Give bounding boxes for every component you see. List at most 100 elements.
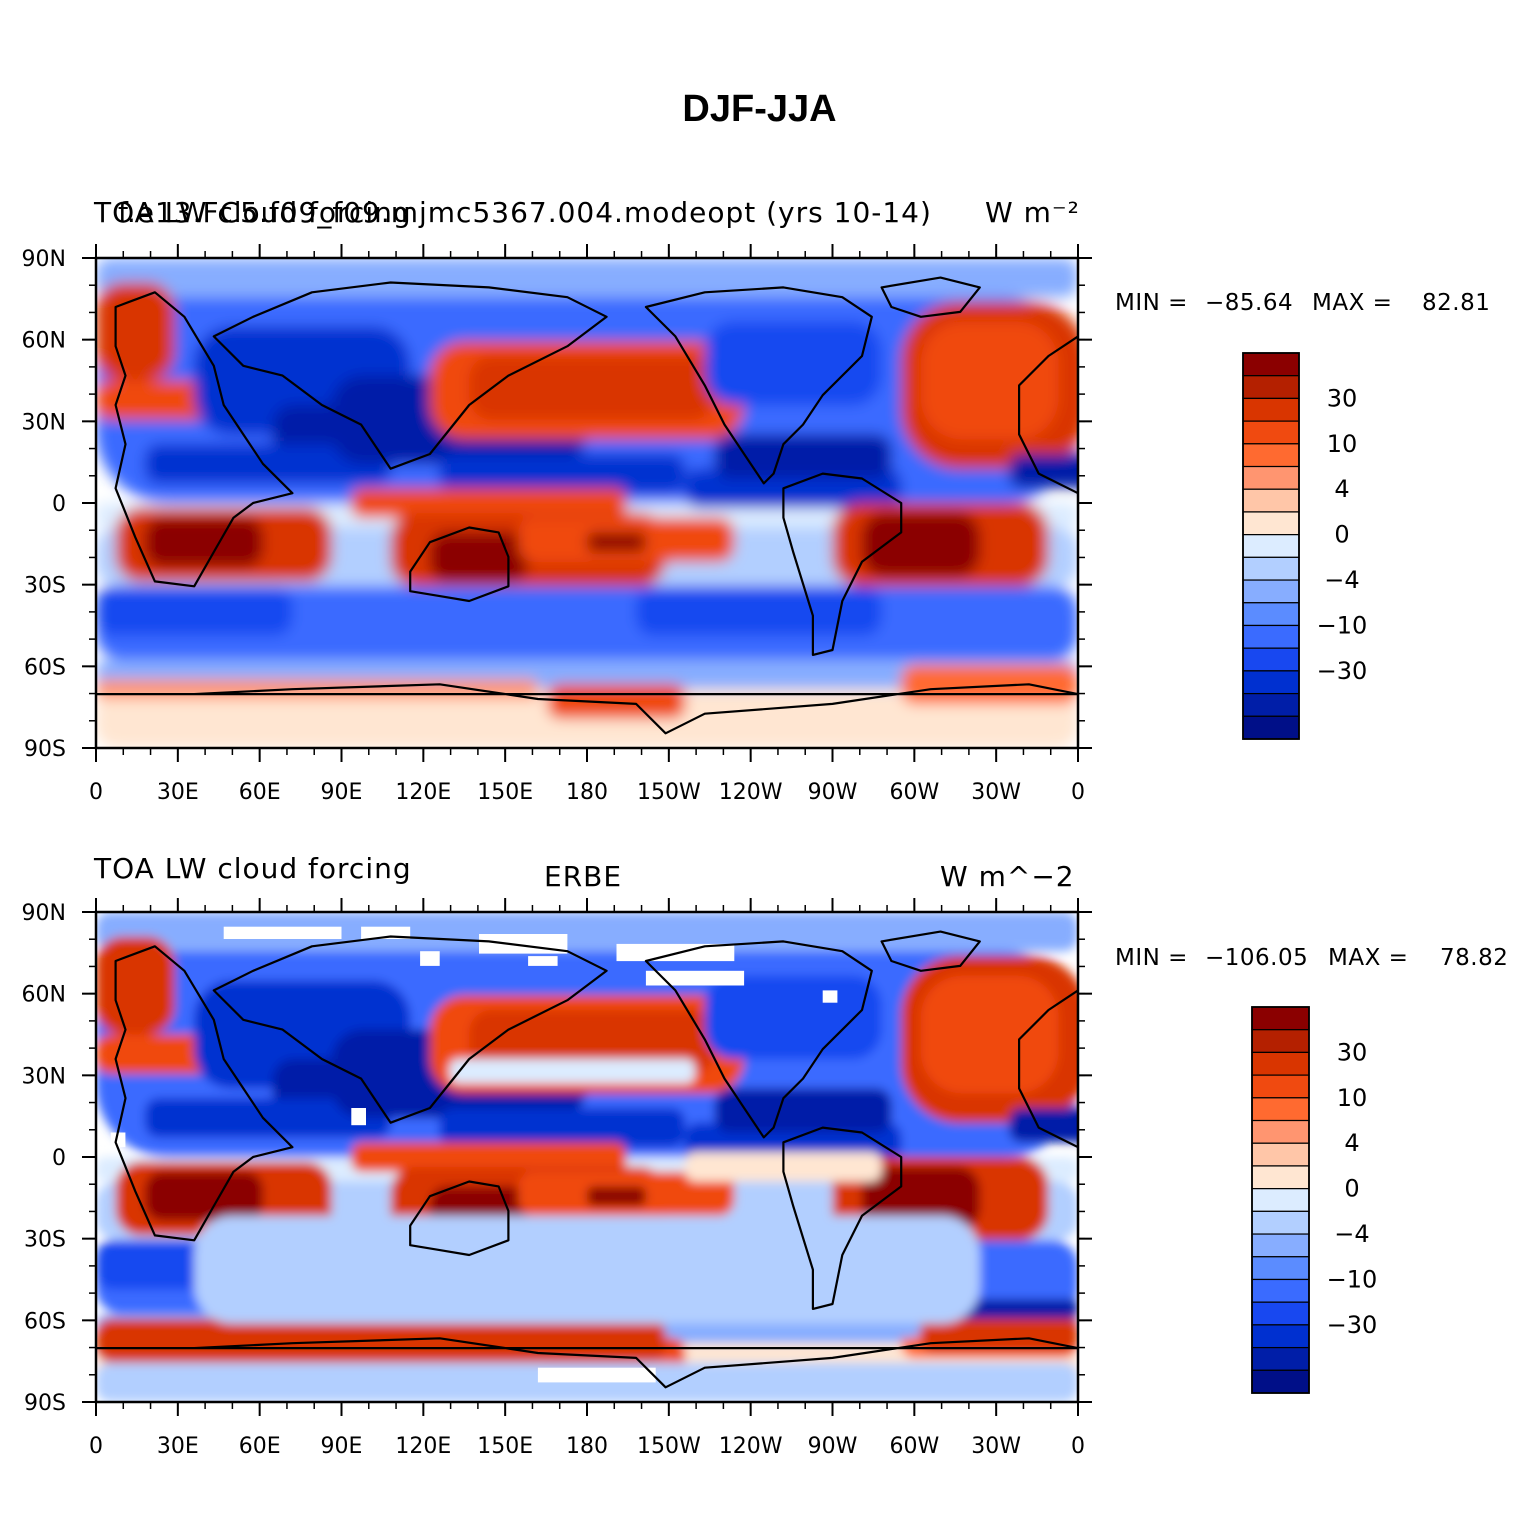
panel1-lon-tick-label: 150W — [637, 780, 701, 805]
panel1-lon-tick-label: 180 — [566, 780, 608, 805]
panel2-coastline — [114, 945, 294, 1242]
panel1-colorbar-swatch — [1242, 375, 1300, 400]
panel2-lon-tick-label: 0 — [89, 1434, 103, 1459]
panel2-colorbar-swatch — [1251, 1006, 1310, 1031]
panel1-colorbar-swatch — [1242, 534, 1300, 558]
panel2-coastline — [409, 1180, 510, 1257]
panel1-field-blob — [587, 532, 646, 552]
panel1-coastline — [644, 286, 873, 485]
panel1-colorbar: 30 10 4 0 −4 −10 −30 — [1242, 352, 1368, 740]
panel2-colorbar-label: 0 — [1344, 1175, 1359, 1203]
panel1-lat-tick-label: 30S — [24, 574, 66, 599]
panel1-lon-tick-label: 0 — [89, 780, 103, 805]
panel1-colorbar-swatch — [1242, 465, 1300, 490]
panel1-field — [96, 258, 1078, 748]
panel1-colorbar-swatch — [1242, 715, 1300, 740]
panel2-left-title: TOA LW cloud forcing — [94, 852, 412, 885]
panel1-field-blob — [351, 488, 627, 518]
panel1-colorbar-swatch — [1242, 624, 1300, 649]
panel2-lon-tick-label: 30E — [157, 1434, 199, 1459]
panel2-lon-tick-label: 60W — [889, 1434, 939, 1459]
panel2-colorbar-swatch — [1251, 1165, 1310, 1190]
panel2-field-blob — [469, 1010, 715, 1074]
panel2-field-blob — [920, 1313, 1078, 1353]
panel1-field-blob — [714, 434, 892, 479]
panel2-missing-data — [822, 990, 838, 1003]
panel1-lat-tick-label: 30N — [22, 410, 66, 435]
panel1-center-title: f.e13.FC5.f09_f09.mjmc5367.004.modeopt (… — [118, 196, 932, 229]
panel2-coastline — [782, 1126, 903, 1310]
panel2-colorbar-swatch — [1251, 1256, 1310, 1281]
panel1-coastline — [409, 526, 510, 603]
panel2-units: W m^−2 — [940, 860, 1075, 893]
panel1-map: 0 30E 60E 90E 120E 150E 180 150W 120W 90W 60W 30W 09… — [22, 244, 1092, 805]
panel1-lon-tick-label: 150E — [477, 780, 533, 805]
panel2-coastline — [880, 930, 981, 972]
panel1-field-blob — [636, 586, 882, 636]
panel2-colorbar-swatch — [1251, 1051, 1310, 1076]
panel1-colorbar-label: −30 — [1317, 657, 1368, 685]
panel1-field-blob — [96, 586, 293, 636]
panel2-colorbar-label: 10 — [1337, 1084, 1368, 1112]
panel2-field-blob — [145, 1098, 391, 1138]
panel1-field-blob — [920, 321, 1059, 440]
panel1-field-blob — [145, 444, 391, 484]
panel1-lat-tick-label: 60S — [24, 655, 66, 680]
panel2-missing-data — [616, 943, 735, 962]
panel1-max-label: MAX = — [1312, 290, 1393, 316]
panel1-lat-tick-label: 60N — [22, 329, 66, 354]
panel2-min-value: −106.05 — [1205, 945, 1309, 971]
panel1-lon-tick-label: 60E — [239, 780, 281, 805]
panel1-min-value: −85.64 — [1205, 290, 1294, 316]
panel2-missing-data — [223, 926, 342, 939]
panel1-lon-tick-label: 0 — [1071, 780, 1085, 805]
panel2-field-blob — [1009, 1108, 1078, 1143]
panel1-colorbar-label: 30 — [1327, 384, 1358, 412]
panel2-coastline — [212, 935, 608, 1124]
panel2-lat-tick-label: 90N — [22, 901, 66, 926]
panel1-max-value: 82.81 — [1422, 290, 1491, 316]
panel2-colorbar-swatch — [1251, 1097, 1310, 1122]
panel2-colorbar-swatch — [1251, 1029, 1310, 1054]
panel1-field-blob — [901, 664, 1078, 704]
panel2-colorbar-label: 30 — [1337, 1038, 1368, 1066]
panel1-coastline — [212, 281, 608, 470]
panel2-field — [96, 912, 1078, 1402]
panel1-field-blob — [704, 321, 882, 405]
panel2-lat-tick-label: 30S — [24, 1228, 66, 1253]
panel1-colorbar-label: 0 — [1334, 521, 1349, 549]
panel1-lat-tick-label: 0 — [52, 492, 66, 517]
panel2-colorbar-swatch — [1251, 1278, 1310, 1303]
panel1-colorbar-label: −4 — [1324, 566, 1359, 594]
panel1-lon-tick-label: 90E — [321, 780, 363, 805]
panel1-colorbar-swatch — [1242, 443, 1300, 468]
panel1-colorbar-label: 4 — [1334, 475, 1349, 503]
panel2-colorbar-swatch — [1251, 1074, 1310, 1099]
panel1-colorbar-swatch — [1242, 488, 1300, 513]
panel2-missing-data — [420, 951, 440, 966]
panel1-field-blob — [96, 258, 1078, 298]
panel2-map: 0 30E 60E 90E 120E 150E 180 150W 120W 90W 60W 30W 09… — [22, 898, 1092, 1459]
panel2-lon-tick-label: 90W — [808, 1434, 858, 1459]
panel2-colorbar-label: −10 — [1327, 1265, 1378, 1293]
panel2-colorbar-swatch — [1251, 1210, 1310, 1235]
panel2-coastline — [96, 1337, 1078, 1389]
panel1-colorbar-swatch — [1242, 692, 1300, 717]
panel1-colorbar-swatch — [1242, 602, 1300, 627]
panel1-field-blob — [469, 356, 715, 420]
panel2-missing-data — [479, 934, 568, 954]
panel1-coastline — [114, 291, 294, 588]
panel2-lon-tick-label: 150E — [477, 1434, 533, 1459]
panel2-lat-tick-label: 90S — [24, 1391, 66, 1416]
panel1-coastline — [782, 472, 903, 656]
panel2-missing-data — [537, 1367, 656, 1383]
panel2-missing-data — [110, 1132, 126, 1148]
panel1-colorbar-label: 10 — [1327, 430, 1358, 458]
panel1-lon-tick-label: 120E — [395, 780, 451, 805]
panel2-field-blob — [145, 1171, 263, 1221]
panel1-lon-tick-label: 90W — [808, 780, 858, 805]
panel2-lon-tick-label: 180 — [566, 1434, 608, 1459]
panel2-max-value: 78.82 — [1440, 945, 1509, 971]
panel1-colorbar-swatch — [1242, 556, 1300, 581]
